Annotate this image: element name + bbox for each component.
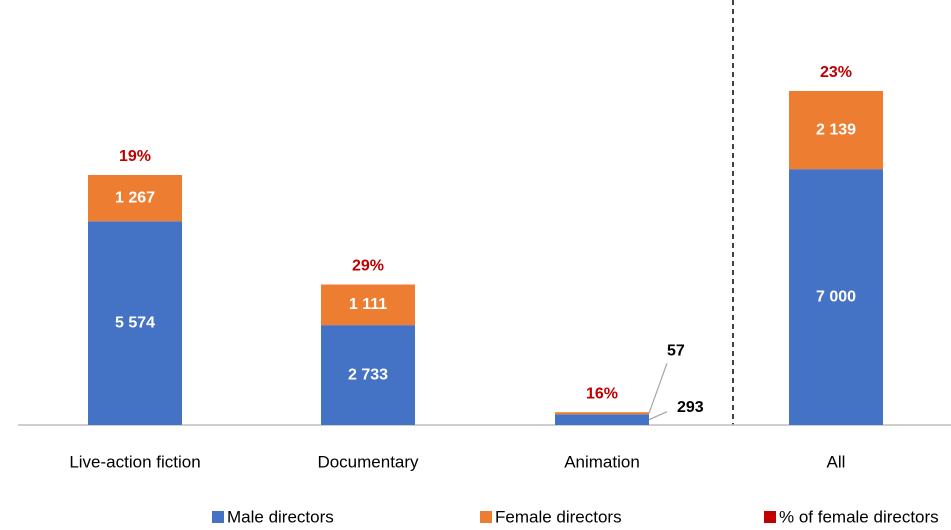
bar-segment <box>88 221 182 425</box>
percent-label: 19% <box>119 148 151 165</box>
legend-swatch <box>764 511 776 523</box>
data-label: 1 111 <box>349 296 387 313</box>
bar-segment <box>88 174 182 222</box>
bar-segment <box>321 325 415 425</box>
x-tick-label: All <box>827 452 846 471</box>
data-label: 1 267 <box>115 189 155 206</box>
bar-segment <box>321 284 415 326</box>
bar-segment <box>555 412 649 415</box>
x-tick-label: Live-action fiction <box>69 452 200 471</box>
bar-segment <box>555 414 649 425</box>
legend-swatch <box>480 511 492 523</box>
bar-segment <box>789 169 883 425</box>
bar-segment <box>789 91 883 170</box>
leader-line <box>648 363 668 414</box>
percent-label: 23% <box>820 64 852 81</box>
x-tick-label: Animation <box>564 452 640 471</box>
data-label: 293 <box>677 399 704 416</box>
legend-label: Female directors <box>495 507 622 526</box>
data-label: 57 <box>667 342 685 359</box>
legend-label: % of female directors <box>779 507 939 526</box>
data-label: 2 139 <box>816 121 856 138</box>
data-label: 2 733 <box>348 366 388 383</box>
data-label: 5 574 <box>115 314 155 331</box>
legend-swatch <box>212 511 224 523</box>
x-tick-label: Documentary <box>317 452 419 471</box>
legend-label: Male directors <box>227 507 334 526</box>
leader-line <box>648 411 668 421</box>
percent-label: 16% <box>586 385 618 402</box>
data-label: 7 000 <box>816 288 856 305</box>
percent-label: 29% <box>352 258 384 275</box>
